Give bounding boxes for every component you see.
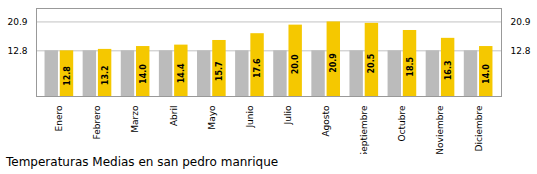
svg-text:Junio: Junio <box>245 105 255 129</box>
svg-text:15.7: 15.7 <box>215 61 224 81</box>
svg-text:18.5: 18.5 <box>406 56 415 76</box>
svg-text:20.0: 20.0 <box>291 54 300 74</box>
svg-text:14.4: 14.4 <box>177 63 186 83</box>
svg-text:12.8: 12.8 <box>7 46 27 56</box>
svg-text:12.8: 12.8 <box>511 46 531 56</box>
svg-text:14.0: 14.0 <box>482 64 491 84</box>
svg-text:Marzo: Marzo <box>130 105 140 133</box>
svg-text:Febrero: Febrero <box>92 105 102 139</box>
svg-text:12.8: 12.8 <box>63 66 72 86</box>
svg-text:Mayo: Mayo <box>207 105 217 130</box>
svg-text:Abril: Abril <box>169 106 179 127</box>
svg-text:20.9: 20.9 <box>329 53 338 73</box>
svg-text:13.2: 13.2 <box>101 65 110 85</box>
svg-text:20.5: 20.5 <box>367 53 376 73</box>
svg-text:Agosto: Agosto <box>321 105 331 137</box>
svg-text:Septiembre: Septiembre <box>359 105 369 154</box>
svg-text:Enero: Enero <box>54 105 64 131</box>
html-text:Temperaturas Medias en san ped: Temperaturas Medias en san pedro manriqu… <box>6 155 279 169</box>
svg-text:17.6: 17.6 <box>253 58 262 78</box>
svg-text:14.0: 14.0 <box>139 64 148 84</box>
svg-text:Julio: Julio <box>283 105 293 125</box>
svg-text:16.3: 16.3 <box>444 60 453 80</box>
svg-text:20.9: 20.9 <box>7 17 27 27</box>
svg-text:Noviembre: Noviembre <box>435 105 445 154</box>
svg-text:Octubre: Octubre <box>397 105 407 141</box>
svg-text:Diciembre: Diciembre <box>474 105 484 151</box>
svg-text:20.9: 20.9 <box>511 17 531 27</box>
